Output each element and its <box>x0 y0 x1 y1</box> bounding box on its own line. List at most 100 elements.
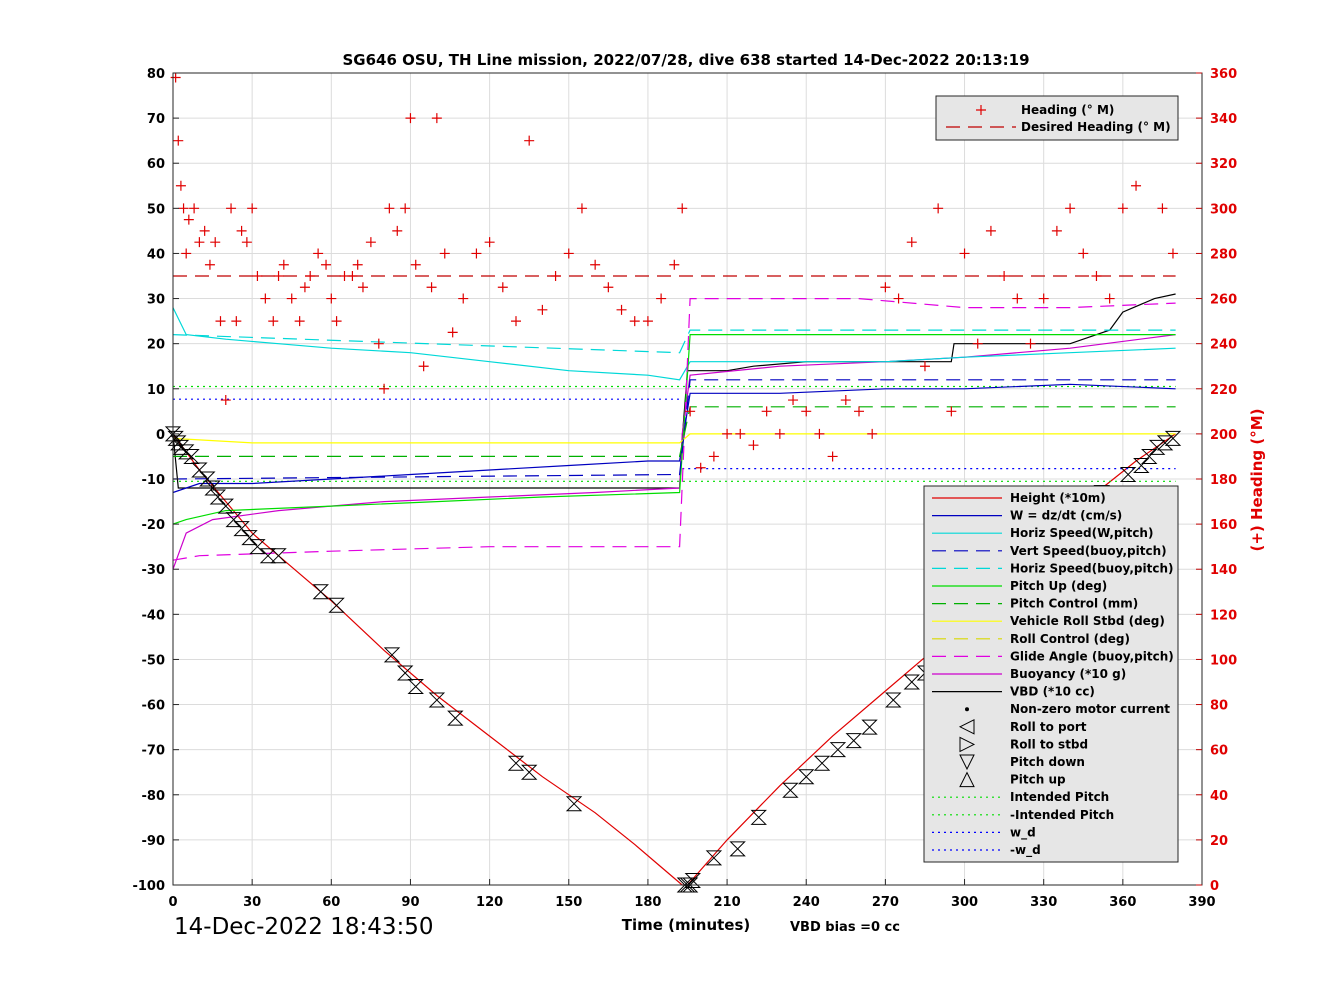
heading-point <box>906 237 917 248</box>
pitch-marker <box>829 742 847 758</box>
y-right-tick-label: 320 <box>1210 157 1237 172</box>
legend-heading: Heading (° M) Desired Heading (° M) <box>935 95 1179 141</box>
y-right-tick-label: 240 <box>1210 338 1237 353</box>
heading-layer <box>170 72 1178 473</box>
heading-point <box>384 203 395 214</box>
pitch-marker <box>183 448 200 464</box>
heading-point <box>985 225 996 236</box>
heading-point <box>373 338 384 349</box>
vbd-bias-note: VBD bias =0 cc <box>790 920 900 935</box>
heading-point <box>629 316 640 327</box>
heading-point <box>708 451 719 462</box>
heading-point <box>1025 338 1036 349</box>
legend-label: Buoyancy (*10 g) <box>1010 667 1126 681</box>
y-tick-label: -20 <box>142 518 166 533</box>
heading-point <box>199 225 210 236</box>
series-horiz-speed-w-pitch- <box>172 307 1176 381</box>
y-tick-label: -80 <box>142 789 166 804</box>
legend-label: VBD (*10 cc) <box>1010 685 1095 699</box>
y-right-tick-label: 0 <box>1210 879 1219 894</box>
pitch-marker <box>684 872 701 888</box>
x-tick-label: 60 <box>322 895 340 910</box>
pitch-marker <box>447 710 464 726</box>
pitch-marker <box>1119 466 1137 482</box>
legend-main: Height (*10m) W = dz/dt (cm/s) Horiz Speed… <box>923 485 1179 863</box>
heading-point <box>220 395 231 406</box>
legend-label: -Intended Pitch <box>1010 808 1114 822</box>
pitch-marker <box>813 755 831 771</box>
series-vehicle-roll-stbd-deg- <box>172 433 1176 444</box>
legend-sample <box>965 707 969 712</box>
heading-point <box>231 316 242 327</box>
heading-point <box>278 259 289 270</box>
pitch-marker <box>259 548 277 564</box>
y-tick-label: 70 <box>147 112 165 127</box>
legend-label: Pitch Up (deg) <box>1010 579 1107 593</box>
heading-point <box>194 237 205 248</box>
heading-point <box>178 203 189 214</box>
heading-point <box>236 225 247 236</box>
heading-point <box>321 259 332 270</box>
heading-point <box>669 259 680 270</box>
heading-point <box>563 248 574 259</box>
legend-label: Pitch Control (mm) <box>1010 597 1138 611</box>
pitch-marker <box>270 548 287 564</box>
pitch-marker <box>172 439 190 455</box>
x-tick-label: 120 <box>476 895 503 910</box>
heading-point <box>722 428 733 439</box>
heading-point <box>173 135 184 146</box>
y-tick-label: 30 <box>147 293 165 308</box>
heading-point <box>616 304 627 315</box>
y-right-tick-label: 60 <box>1210 744 1228 759</box>
y-right-tick-label: 40 <box>1210 789 1228 804</box>
x-tick-label: 90 <box>401 895 419 910</box>
pitch-marker <box>782 782 799 798</box>
x-axis-label: Time (minutes) <box>622 916 751 934</box>
heading-point <box>294 316 305 327</box>
heading-point <box>1051 225 1062 236</box>
legend-label: Height (*10m) <box>1010 491 1106 505</box>
series-w-dz-dt-cm-s- <box>172 383 1176 494</box>
legend-label: Desired Heading (° M) <box>1021 120 1171 134</box>
heading-point <box>1012 293 1023 304</box>
heading-point <box>867 428 878 439</box>
heading-point <box>447 327 458 338</box>
legend-label: Vehicle Roll Stbd (deg) <box>1010 614 1165 628</box>
heading-point <box>210 237 221 248</box>
pitch-marker <box>798 769 815 785</box>
pitch-marker <box>1164 430 1182 446</box>
heading-point <box>268 316 279 327</box>
legend-label: w_d <box>1010 825 1036 840</box>
heading-point <box>880 282 891 293</box>
legend-label: Roll to stbd <box>1010 737 1088 751</box>
heading-point <box>331 316 342 327</box>
pitch-marker <box>1133 457 1150 473</box>
heading-point <box>999 271 1010 281</box>
legend-sample <box>959 771 975 788</box>
pitch-marker <box>845 733 862 749</box>
y-tick-label: 50 <box>147 202 165 217</box>
x-tick-label: 210 <box>714 895 741 910</box>
heading-point <box>189 203 200 214</box>
y-right-tick-label: 200 <box>1210 428 1237 443</box>
heading-point <box>183 214 194 225</box>
y-right-tick-label: 340 <box>1210 112 1237 127</box>
x-tick-label: 0 <box>168 895 177 910</box>
x-tick-label: 270 <box>872 895 899 910</box>
y-tick-label: 0 <box>156 428 165 443</box>
pitch-marker <box>861 719 878 735</box>
heading-point <box>286 293 297 304</box>
pitch-marker <box>1141 448 1158 464</box>
pitch-marker <box>729 841 746 857</box>
heading-point <box>576 203 587 214</box>
heading-point <box>410 259 421 270</box>
legend-label: Horiz Speed(buoy,pitch) <box>1010 561 1173 575</box>
pitch-marker <box>312 584 329 600</box>
pitch-marker <box>885 692 902 708</box>
y-tick-label: 20 <box>147 338 165 353</box>
heading-point <box>524 135 535 146</box>
x-tick-label: 330 <box>1030 895 1057 910</box>
legend-sample <box>959 754 975 771</box>
heading-point <box>170 72 181 83</box>
